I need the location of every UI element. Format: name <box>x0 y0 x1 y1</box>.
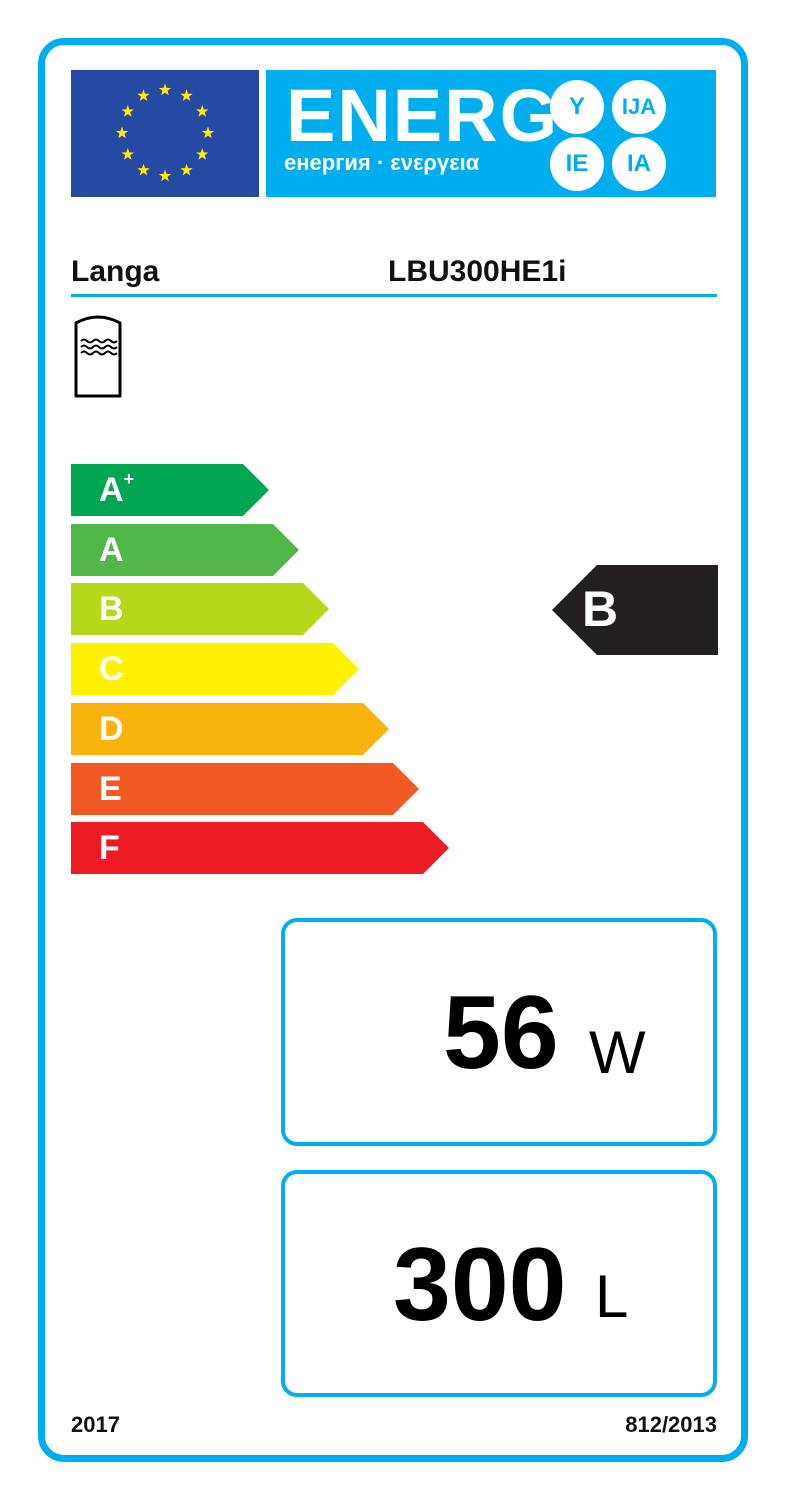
star-icon <box>121 105 134 117</box>
star-icon <box>180 89 193 101</box>
scale-label: A <box>99 530 124 569</box>
suffix-ija: IJA <box>612 80 666 134</box>
scale-arrow-d: D <box>71 702 389 755</box>
suffix-y: Y <box>550 80 604 134</box>
star-icon <box>201 126 215 139</box>
scale-label: D <box>99 709 124 748</box>
water-tank-icon <box>74 315 122 398</box>
rating-pointer: B <box>552 565 718 655</box>
scale-label: C <box>99 650 124 689</box>
suffix-ia: IA <box>612 137 666 191</box>
label-year: 2017 <box>71 1412 120 1437</box>
scale-arrow-e: E <box>71 762 419 815</box>
scale-label: A+ <box>99 469 135 509</box>
scale-arrow-aplus: A+ <box>71 464 269 516</box>
scale-arrow-c: C <box>71 643 359 696</box>
star-icon <box>137 163 150 176</box>
label-frame <box>38 38 748 1462</box>
rating-class: B <box>582 581 619 637</box>
star-icon <box>158 169 172 182</box>
standing-loss-box: 56 W <box>281 918 717 1146</box>
regulation-number: 812/2013 <box>625 1412 717 1437</box>
energy-subtitle: енергия · ενεργεια <box>284 150 480 175</box>
model-identifier: LBU300HE1i <box>388 255 567 288</box>
supplier-name: Langa <box>71 255 160 288</box>
eu-flag <box>71 70 259 197</box>
star-icon <box>121 148 134 160</box>
scale-label: E <box>99 769 122 808</box>
scale-label: B <box>99 590 124 629</box>
eu-stars-icon <box>115 83 215 182</box>
standing-loss-value: 56 <box>443 975 559 1091</box>
scale-arrow-a: A <box>71 523 299 576</box>
scale-label: F <box>99 829 120 868</box>
star-icon <box>196 105 209 117</box>
standing-loss-unit: W <box>589 1019 646 1086</box>
volume-box: 300 L <box>281 1170 717 1397</box>
suffix-ie: IE <box>550 137 604 191</box>
energy-banner: ENERG енергия · ενεργεια Y IJA IE IA <box>266 70 716 197</box>
star-icon <box>115 126 129 139</box>
energy-title: ENERG <box>286 74 560 157</box>
divider <box>71 294 717 297</box>
scale-arrow-b: B <box>71 583 329 636</box>
star-icon <box>196 148 209 160</box>
star-icon <box>158 83 172 96</box>
scale-arrow-f: F <box>71 822 449 875</box>
volume-value: 300 <box>393 1227 567 1343</box>
star-icon <box>180 163 193 176</box>
volume-unit: L <box>595 1263 629 1330</box>
star-icon <box>137 89 150 101</box>
